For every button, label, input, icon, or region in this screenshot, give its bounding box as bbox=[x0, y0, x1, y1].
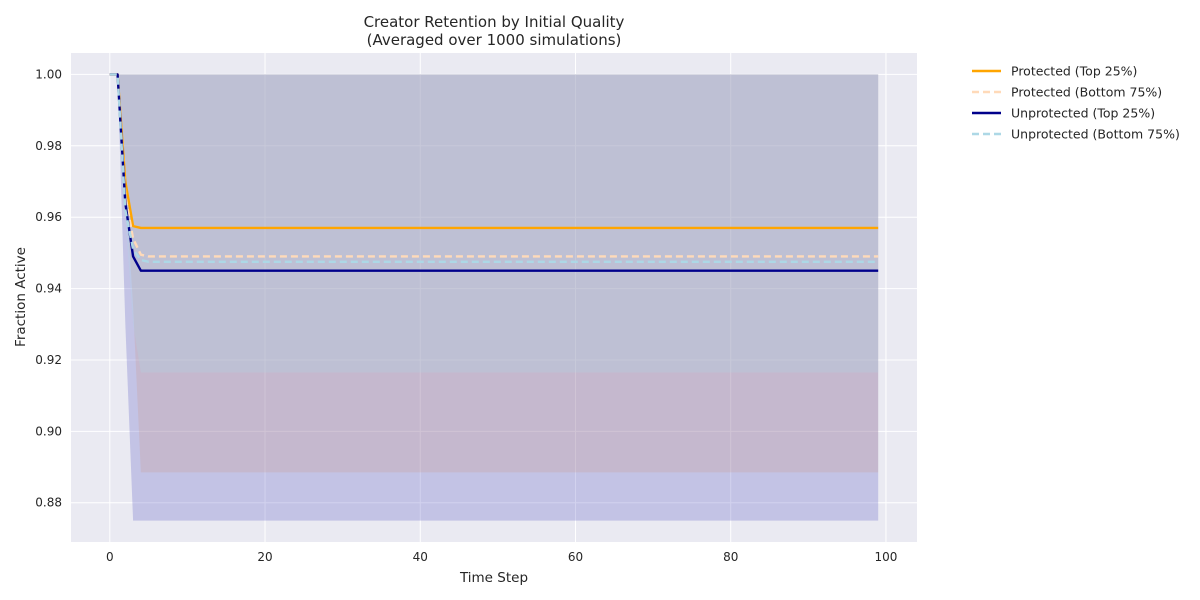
legend-label: Protected (Top 25%) bbox=[1011, 64, 1137, 79]
legend-label: Protected (Bottom 75%) bbox=[1011, 85, 1162, 100]
y-tick-label: 0.98 bbox=[35, 139, 62, 153]
protected-bottom-75-range-band bbox=[109, 74, 879, 473]
chart-subtitle: (Averaged over 1000 simulations) bbox=[367, 31, 622, 49]
x-tick-label: 80 bbox=[723, 550, 738, 564]
x-tick-label: 0 bbox=[106, 550, 114, 564]
x-axis-label: Time Step bbox=[459, 570, 528, 586]
y-tick-label: 0.90 bbox=[35, 424, 62, 438]
x-tick-label: 20 bbox=[257, 550, 272, 564]
grid-lines bbox=[71, 53, 917, 542]
y-tick-label: 0.96 bbox=[35, 210, 62, 224]
x-tick-label: 60 bbox=[568, 550, 583, 564]
chart-title: Creator Retention by Initial Quality bbox=[364, 13, 625, 31]
unprotected-bottom-75-line bbox=[109, 73, 879, 264]
y-tick-label: 0.92 bbox=[35, 353, 62, 367]
x-axis-ticks: 0 20 40 60 80 100 bbox=[106, 550, 897, 564]
y-tick-label: 1.00 bbox=[35, 67, 62, 81]
y-axis-ticks: 0.88 0.90 0.92 0.94 0.96 0.98 1.00 bbox=[35, 67, 62, 509]
y-tick-label: 0.88 bbox=[35, 496, 62, 510]
series-lines bbox=[109, 73, 879, 272]
unprotected-top-25-range-band bbox=[109, 74, 879, 521]
plot-area bbox=[71, 53, 917, 542]
x-tick-label: 100 bbox=[875, 550, 898, 564]
unprotected-bottom-75-range-band bbox=[109, 74, 879, 373]
x-tick-label: 40 bbox=[413, 550, 428, 564]
protected-bottom-75-line bbox=[109, 73, 879, 258]
legend-label: Unprotected (Bottom 75%) bbox=[1011, 127, 1180, 142]
y-tick-label: 0.94 bbox=[35, 282, 62, 296]
legend: Protected (Top 25%) Protected (Bottom 75%… bbox=[972, 64, 1180, 142]
y-axis-label: Fraction Active bbox=[13, 247, 29, 347]
confidence-bands bbox=[109, 74, 879, 521]
legend-label: Unprotected (Top 25%) bbox=[1011, 106, 1155, 121]
